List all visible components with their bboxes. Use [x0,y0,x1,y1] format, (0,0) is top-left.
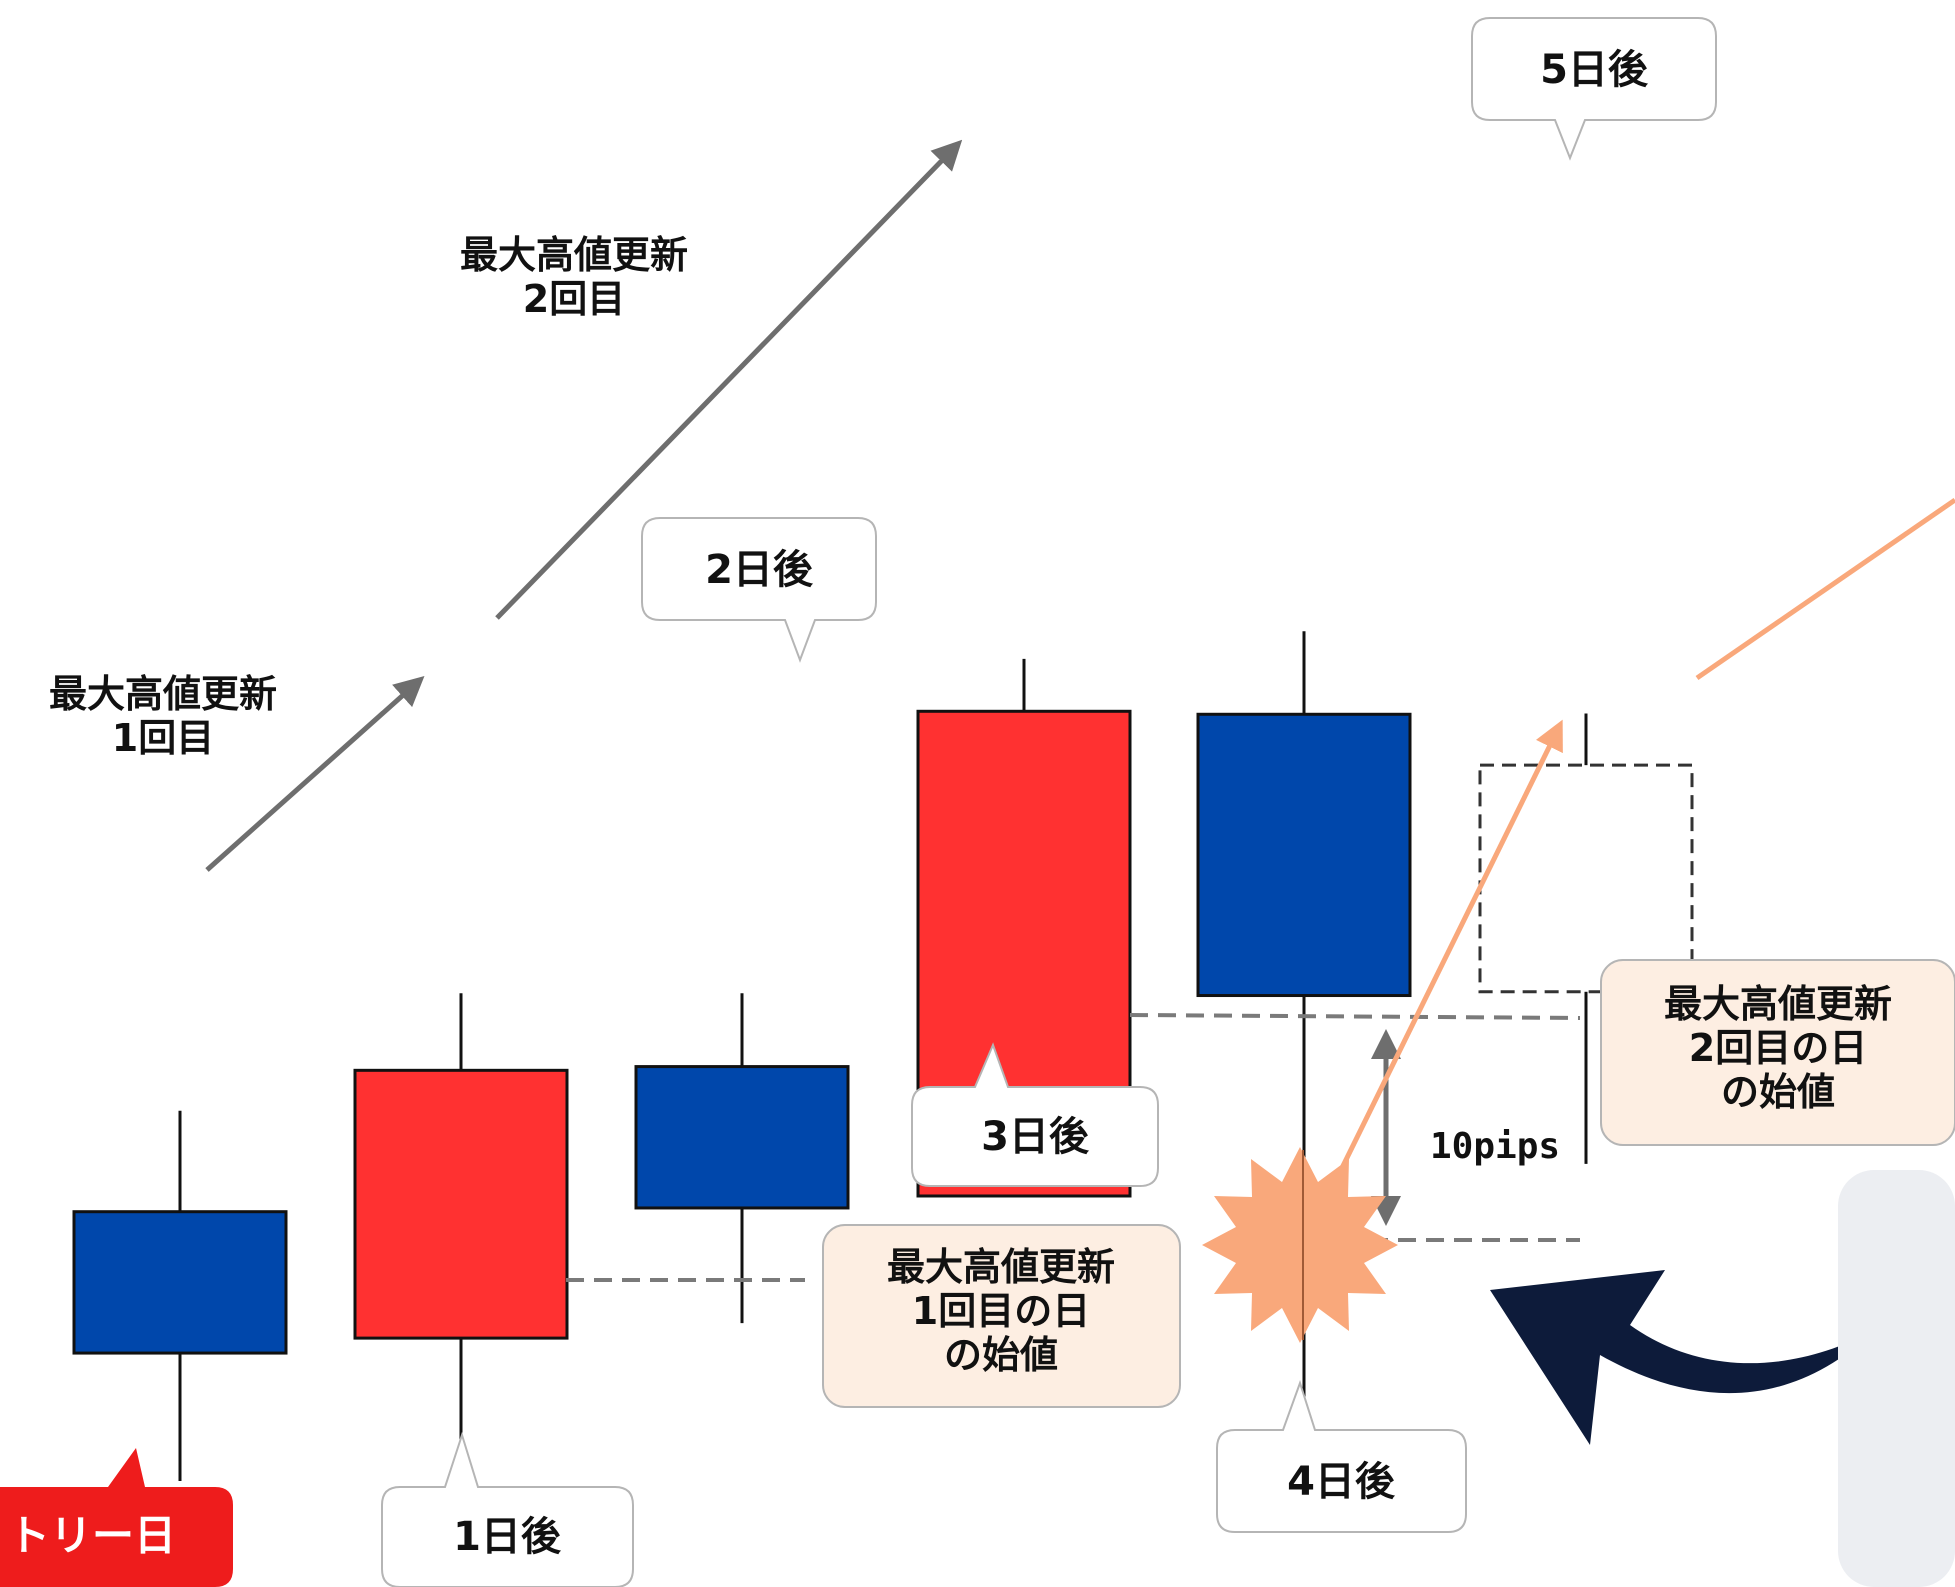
orange-callout-line [1695,497,1955,681]
candle-2 [634,993,850,1324]
bubble-day3: 3日後 [911,1042,1159,1187]
side-panel [1838,1170,1955,1587]
annotation-update-2-line2: 2回目 [523,277,625,321]
pips-label: 10pips [1430,1126,1560,1167]
candle-body-1 [353,1068,569,1340]
starburst-icon [1202,1147,1398,1343]
price-box-open-2-line3: の始値 [1721,1070,1835,1114]
bubble-day5: 5日後 [1471,17,1717,161]
candle-body-0 [72,1210,288,1355]
ref-line-open-2 [1129,1013,1581,1020]
annotation-update-1-line1: 最大高値更新 [49,672,277,716]
price-box-open-2-line2: 2回目の日 [1689,1026,1867,1070]
candle-5 [1478,713,1694,1164]
day5-label: 5日後 [1540,47,1649,93]
annotation-update-2: 最大高値更新 2回目 [460,233,688,321]
day4-label: 4日後 [1287,1459,1396,1505]
candle-body-5 [1478,763,1694,994]
bubble-entry: トリー日 [0,1448,233,1587]
day2-label: 2日後 [705,547,814,593]
bubble-day1: 1日後 [381,1431,634,1587]
day1-label: 1日後 [453,1514,562,1560]
price-box-open-2: 最大高値更新 2回目の日 の始値 [1600,959,1955,1146]
bubble-day2: 2日後 [641,517,877,663]
candle-body-4 [1196,712,1412,998]
high-update-arrow-2 [495,139,963,620]
annotation-update-2-line1: 最大高値更新 [460,233,688,277]
price-box-open-2-line1: 最大高値更新 [1664,982,1892,1026]
high-update-arrow-1 [205,676,425,872]
price-box-open-1-line3: の始値 [944,1333,1058,1377]
bubble-day4: 4日後 [1216,1379,1467,1533]
candles [72,631,1694,1481]
candle-1 [353,993,569,1455]
price-box-open-1-line2: 1回目の日 [912,1289,1090,1333]
candle-body-2 [634,1065,850,1210]
day3-label: 3日後 [981,1114,1090,1160]
price-box-open-1-line1: 最大高値更新 [887,1245,1115,1289]
candle-0 [72,1110,288,1481]
curved-arrow-icon [1490,1270,1875,1445]
entry-day-label: トリー日 [8,1511,176,1560]
annotation-update-1: 最大高値更新 1回目 [49,672,277,760]
orange-trigger-arrow [1337,719,1563,1174]
annotation-update-1-line2: 1回目 [112,716,214,760]
price-box-open-1: 最大高値更新 1回目の日 の始値 [822,1224,1181,1408]
